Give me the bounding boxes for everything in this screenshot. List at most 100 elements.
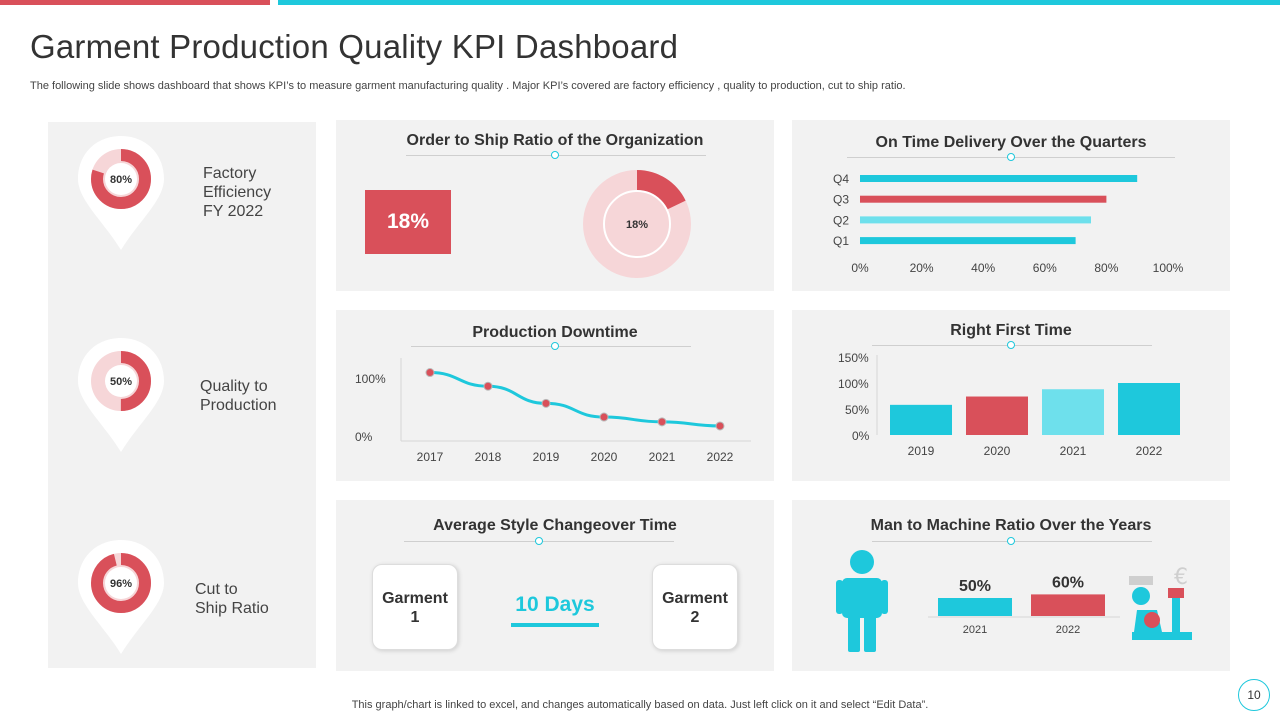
downtime-point xyxy=(715,421,725,431)
man-machine-bar xyxy=(1031,594,1105,616)
page-title: Garment Production Quality KPI Dashboard xyxy=(30,28,679,65)
rft-bar-chart: 2019 2020 2021 2022 xyxy=(876,355,1180,458)
man-machine-panel: Man to Machine Ratio Over the Years € 50… xyxy=(792,500,1230,671)
x-tick-label: 2022 xyxy=(1136,444,1163,458)
delivery-bar xyxy=(860,237,1076,245)
x-tick-label: 2019 xyxy=(533,450,560,464)
delivery-bar xyxy=(860,175,1138,182)
man-machine-bar-chart: 50% 2021 60% 2022 xyxy=(928,574,1120,636)
x-tick-label: 60% xyxy=(1033,261,1057,275)
page-number: 10 xyxy=(1238,679,1270,711)
garment-card-line: Garment xyxy=(382,590,448,607)
x-tick-label: 2022 xyxy=(1056,624,1080,636)
panel-title: Man to Machine Ratio Over the Years xyxy=(870,517,1152,534)
y-tick-label: 0% xyxy=(852,429,870,443)
person-icon xyxy=(836,550,888,652)
data-label: 50% xyxy=(959,578,991,595)
y-tick-label: 50% xyxy=(845,403,870,417)
on-time-delivery-panel: On Time Delivery Over the Quarters 0% 20%… xyxy=(792,120,1230,291)
downtime-point xyxy=(541,398,551,408)
x-tick-label: 2021 xyxy=(649,450,676,464)
x-tick-label: 2017 xyxy=(417,450,444,464)
downtime-point xyxy=(483,381,493,391)
divider-dot xyxy=(551,342,559,350)
svg-text:€: € xyxy=(1174,565,1188,590)
panel-title: Production Downtime xyxy=(472,324,638,341)
x-tick-label: 2021 xyxy=(963,624,987,636)
footer-note: This graph/chart is linked to excel, and… xyxy=(351,699,929,711)
y-tick-label: 100% xyxy=(838,377,869,391)
x-tick-label: 2022 xyxy=(707,450,734,464)
value-underline xyxy=(511,623,599,627)
delivery-bar xyxy=(860,195,1107,203)
kpi-label-factory-efficiency: Factory Efficiency FY 2022 xyxy=(203,164,271,221)
kpi-label-line: Factory xyxy=(203,165,257,182)
downtime-point xyxy=(425,368,435,378)
kpi-pin-cut-to-ship[interactable]: 96% xyxy=(76,538,166,656)
garment-card-line: 2 xyxy=(690,609,700,626)
location-pin-icon: 96% xyxy=(78,540,164,654)
x-tick-label: 40% xyxy=(971,261,995,275)
top-accent-red xyxy=(0,0,270,5)
kpi-value: 96% xyxy=(110,578,132,590)
style-changeover-panel: Average Style Changeover Time Garment 1 … xyxy=(336,500,774,671)
order-ship-donut: 18% xyxy=(583,170,691,278)
panel-title: Right First Time xyxy=(950,322,1072,339)
y-tick-label: 0% xyxy=(355,430,373,444)
location-pin-icon: 80% xyxy=(78,136,164,250)
order-ship-value-box: 18% xyxy=(365,190,451,254)
kpi-label-line: Production xyxy=(200,397,277,414)
right-first-time-panel: Right First Time 150% 100% 50% 0% 2019 20… xyxy=(792,310,1230,481)
garment-card-line: Garment xyxy=(662,590,728,607)
panel-title: Order to Ship Ratio of the Organization xyxy=(406,132,704,149)
y-tick-label: Q1 xyxy=(833,234,849,248)
delivery-bar xyxy=(860,216,1091,224)
kpi-label-line: Quality to xyxy=(200,378,268,395)
x-tick-label: 2020 xyxy=(984,444,1011,458)
top-accent-teal xyxy=(278,0,1280,5)
y-tick-label: Q4 xyxy=(833,172,849,186)
kpi-panel: 80% Factory Efficiency FY 2022 50% Quali… xyxy=(48,122,316,668)
kpi-value: 50% xyxy=(110,376,132,388)
rft-bar xyxy=(1118,383,1180,435)
x-tick-label: 20% xyxy=(910,261,934,275)
garment-2-card[interactable]: Garment 2 xyxy=(652,564,738,650)
man-machine-bar xyxy=(938,598,1012,616)
x-tick-label: 2018 xyxy=(475,450,502,464)
delivery-bar-chart: 0% 20% 40% 60% 80% 100% Q1 Q2 Q3 Q4 xyxy=(833,172,1184,275)
x-tick-label: 2020 xyxy=(591,450,618,464)
rft-bar xyxy=(966,396,1028,435)
divider-dot xyxy=(551,151,559,159)
y-tick-label: Q3 xyxy=(833,193,849,207)
production-downtime-panel: Production Downtime 100% 0% 2017 2018 2019… xyxy=(336,310,774,481)
y-tick-label: Q2 xyxy=(833,213,849,227)
x-tick-label: 80% xyxy=(1094,261,1118,275)
y-tick-label: 100% xyxy=(355,372,386,386)
divider-dot xyxy=(1007,153,1015,161)
kpi-value: 80% xyxy=(110,174,132,186)
kpi-label-line: Cut to xyxy=(195,581,238,598)
downtime-line xyxy=(429,371,721,428)
data-label: 60% xyxy=(1052,574,1084,591)
rft-bar xyxy=(890,404,952,435)
kpi-pin-quality-to-production[interactable]: 50% xyxy=(76,336,166,454)
downtime-line-chart: 2017 2018 2019 2020 2021 2022 xyxy=(400,358,751,464)
x-tick-label: 2019 xyxy=(908,444,935,458)
divider-dot xyxy=(535,537,543,545)
garment-1-card[interactable]: Garment 1 xyxy=(372,564,458,650)
kpi-label-line: Efficiency xyxy=(203,184,272,201)
changeover-value: 10 Days xyxy=(515,593,595,616)
kpi-pin-factory-efficiency[interactable]: 80% xyxy=(76,134,166,252)
divider-dot xyxy=(1007,341,1015,349)
x-tick-label: 0% xyxy=(851,261,869,275)
order-to-ship-panel: Order to Ship Ratio of the Organization … xyxy=(336,120,774,291)
downtime-point xyxy=(657,417,667,427)
panel-title: Average Style Changeover Time xyxy=(433,517,677,534)
kpi-label-line: FY 2022 xyxy=(203,203,264,220)
y-tick-label: 150% xyxy=(838,351,869,365)
kpi-label-quality-to-production: Quality to Production xyxy=(200,377,277,415)
rft-bar xyxy=(1042,389,1104,435)
x-tick-label: 100% xyxy=(1153,261,1184,275)
location-pin-icon: 50% xyxy=(78,338,164,452)
downtime-point xyxy=(599,412,609,422)
